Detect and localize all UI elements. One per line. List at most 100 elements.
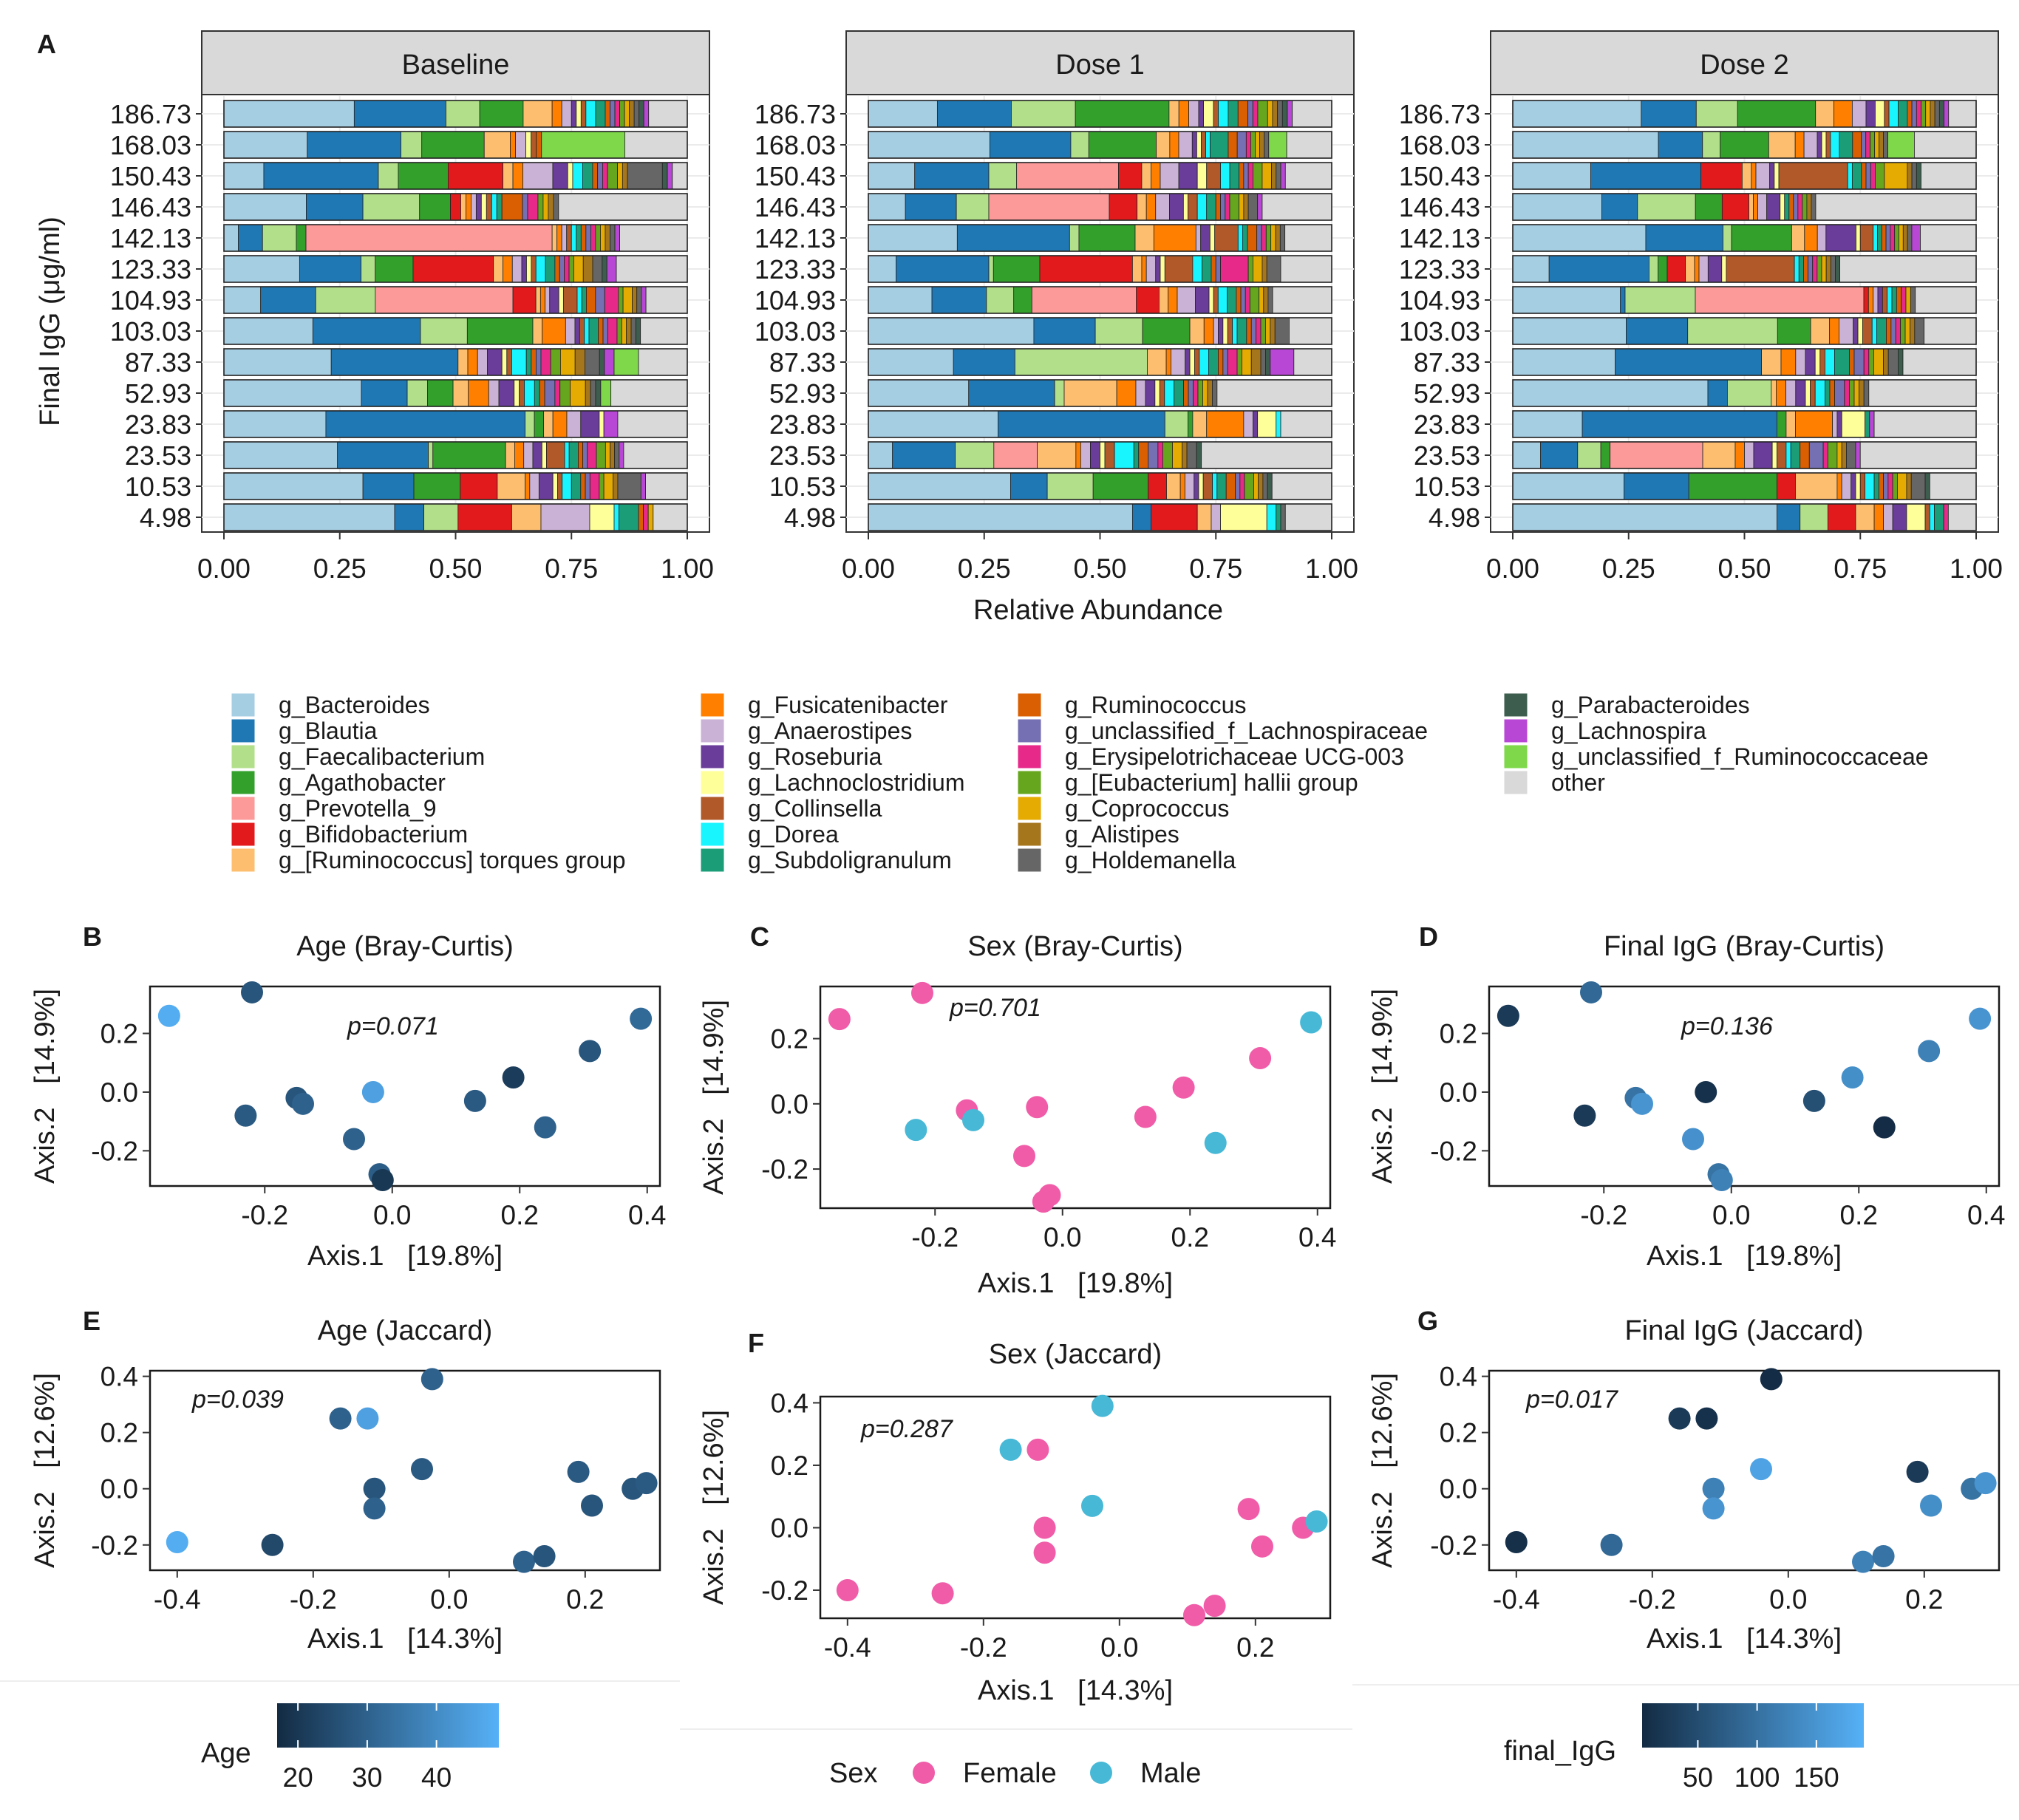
legend-key [700, 796, 725, 821]
bar-segment [501, 193, 523, 221]
bar-segment [1910, 286, 1916, 314]
bar-segment [616, 255, 688, 283]
bar-segment [1196, 193, 1208, 221]
stacked-y-axis-title: Final IgG (μg/ml) [35, 217, 66, 426]
bar-segment [629, 100, 635, 128]
data-point [1852, 1550, 1874, 1573]
bar-segment [1196, 162, 1208, 190]
bar-segment [565, 317, 576, 345]
bar-segment [1857, 317, 1863, 345]
bar-segment [296, 224, 307, 252]
x-tick-label: 0.0 [1043, 1222, 1081, 1252]
bar-segment [1848, 348, 1855, 376]
y-tick-label: -0.2 [91, 1530, 138, 1561]
bar-segment [1512, 472, 1624, 500]
bar-segment [401, 131, 423, 159]
bar-segment [524, 379, 535, 407]
bar-segment [1220, 503, 1267, 531]
x-tick-label: 0.75 [1189, 553, 1242, 584]
bar-segment [604, 286, 619, 314]
bar-segment [1168, 286, 1178, 314]
bar-segment [1841, 472, 1852, 500]
bar-segment [525, 131, 532, 159]
bar-segment [632, 286, 638, 314]
bar-segment [586, 286, 596, 314]
bar-segment [1721, 255, 1727, 283]
bar-segment [1512, 255, 1550, 283]
bar-segment [1225, 472, 1236, 500]
age-legend-title: Age [201, 1738, 251, 1769]
bar-segment [526, 255, 532, 283]
x-tick-label: 0.0 [1100, 1632, 1138, 1663]
legend-key [1017, 770, 1042, 795]
bar-segment [1185, 348, 1191, 376]
bar-segment [571, 472, 582, 500]
bar-segment [1253, 410, 1259, 438]
bar-segment [1094, 317, 1143, 345]
legend-key [700, 770, 725, 795]
bar-segment [541, 131, 625, 159]
legend-key [1503, 692, 1528, 718]
data-point [534, 1116, 556, 1139]
bar-segment [1169, 131, 1179, 159]
bar-segment [640, 317, 688, 345]
bar-segment [1907, 100, 1913, 128]
y-tick-label: 10.53 [125, 471, 191, 502]
bar-segment [1217, 286, 1228, 314]
bar-segment [1174, 379, 1185, 407]
bar-segment [989, 131, 1072, 159]
bar-segment [1846, 441, 1856, 469]
bar-segment [1934, 503, 1944, 531]
bar-segment [1906, 472, 1912, 500]
x-tick-label: 0.50 [1073, 553, 1126, 584]
bar-segment [1887, 131, 1915, 159]
bar-segment [1830, 255, 1836, 283]
bar-segment [1753, 193, 1758, 221]
y-axis-title: Axis.2 [14.9%] [698, 1000, 729, 1195]
x-tick-label: 0.2 [1171, 1222, 1209, 1252]
bar-segment [648, 100, 688, 128]
bar-segment [428, 441, 434, 469]
panel-letter-g: G [1417, 1306, 1438, 1336]
bar-segment [512, 162, 523, 190]
bar-segment [446, 100, 480, 128]
bar-segment [1658, 131, 1703, 159]
data-point [1305, 1510, 1328, 1533]
ordination-panels: Age (Bray-Curtis) -0.2 0.0 0.2 0.4 -0.2 0.0 0.2… [30, 931, 2005, 1706]
bar-segment [1734, 441, 1745, 469]
data-point [1203, 1595, 1226, 1618]
bar-segment [1256, 224, 1262, 252]
y-tick-label: 0.4 [1440, 1362, 1477, 1392]
x-tick-label: 0.0 [1712, 1200, 1750, 1230]
bar-segment [1271, 472, 1332, 500]
x-tick-label: 0.4 [628, 1200, 666, 1230]
bar-segment [1256, 317, 1262, 345]
x-tick-label: 1.00 [1305, 553, 1358, 584]
bar-segment [1220, 193, 1226, 221]
x-tick-label: 0.00 [197, 553, 251, 584]
bar-segment [1892, 472, 1898, 500]
bar-segment [1794, 255, 1800, 283]
bar-segment [501, 348, 508, 376]
bar-segment [536, 131, 542, 159]
legend-label: other [1551, 769, 1605, 796]
bar-segment [1218, 317, 1224, 345]
bar-segment [1512, 100, 1642, 128]
bar-segment [579, 317, 585, 345]
bar-segment [1165, 348, 1171, 376]
bar-outline [223, 286, 688, 314]
bar-segment [1191, 131, 1197, 159]
bar-segment [1834, 100, 1853, 128]
bar-outline [223, 503, 688, 531]
bar-segment [515, 131, 527, 159]
data-point [463, 1089, 486, 1112]
y-tick-label: 142.13 [1399, 223, 1480, 253]
bar-segment [1236, 317, 1247, 345]
y-tick-label: 146.43 [1399, 192, 1480, 222]
bar-segment [483, 131, 511, 159]
bar-segment [1821, 255, 1827, 283]
bar-segment [1179, 472, 1185, 500]
bar-segment [525, 348, 532, 376]
bar-segment [1262, 162, 1272, 190]
bar-segment [1070, 131, 1089, 159]
